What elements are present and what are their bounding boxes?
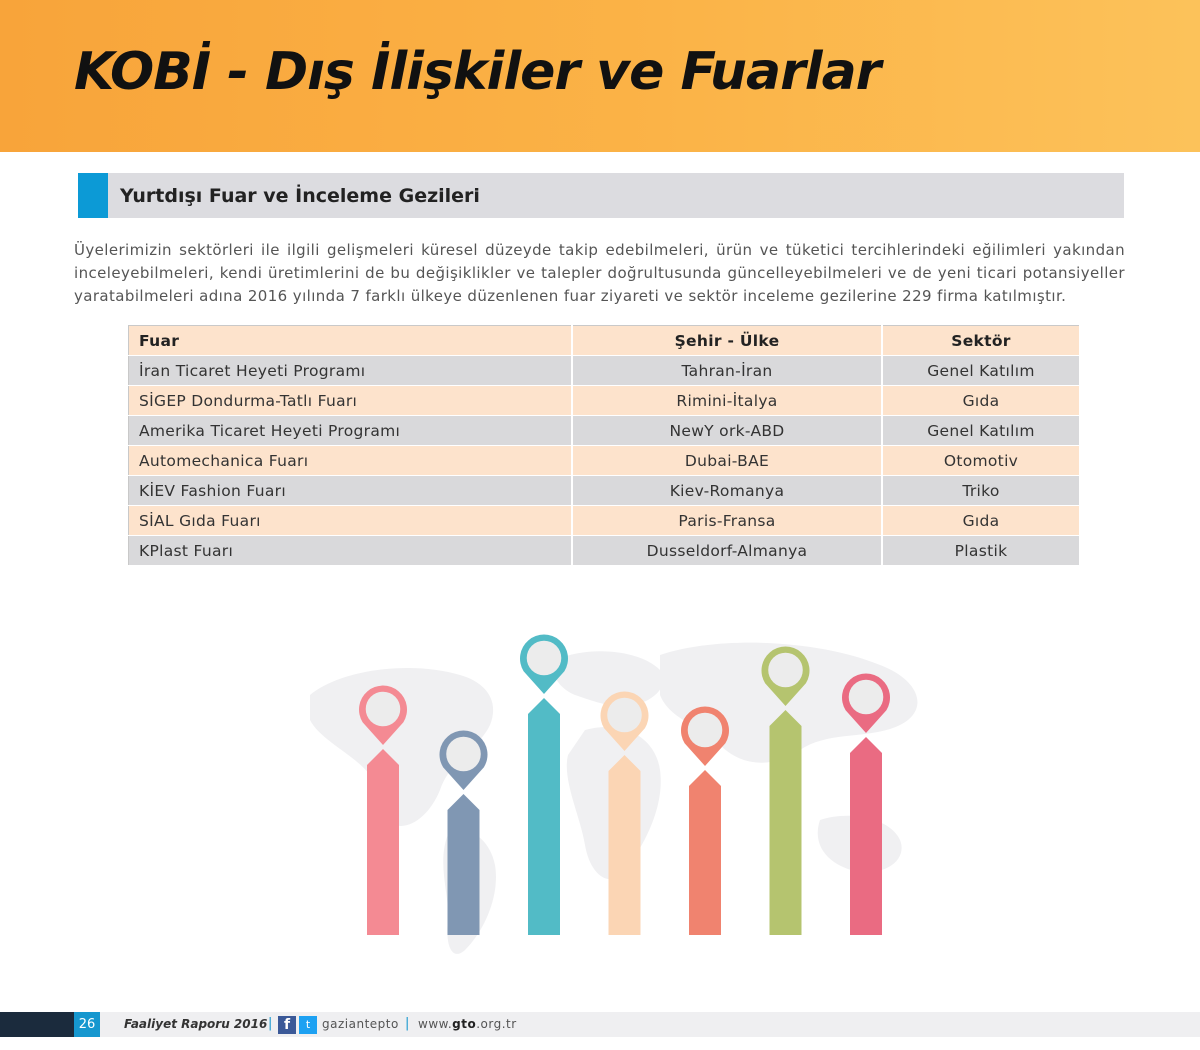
city-country-cell: NewY ork-ABD [572, 415, 883, 446]
sector-cell: Genel Katılım [882, 355, 1081, 386]
table-row: Amerika Ticaret Heyeti Programı NewY ork… [128, 415, 1081, 446]
sector-cell: Genel Katılım [882, 415, 1081, 446]
city-country-cell: Paris-Fransa [572, 505, 883, 536]
social-handle[interactable]: gaziantepto [322, 1017, 399, 1031]
pin-bar [447, 794, 480, 935]
fair-cell: İran Ticaret Heyeti Programı [128, 355, 573, 386]
pin-bar [608, 755, 641, 935]
twitter-icon[interactable]: t [299, 1016, 317, 1034]
fair-cell: Amerika Ticaret Heyeti Programı [128, 415, 573, 446]
fair-cell: KPlast Fuarı [128, 535, 573, 566]
sector-cell: Gıda [882, 505, 1081, 536]
column-header-sector: Sektör [882, 325, 1081, 356]
pin-inner-circle [526, 640, 562, 676]
footer-separator: | [405, 1016, 410, 1031]
fair-cell: SİGEP Dondurma-Tatlı Fuarı [128, 385, 573, 416]
page-number: 26 [74, 1012, 100, 1037]
map-pin-bar [681, 706, 729, 935]
pin-inner-circle [768, 652, 803, 688]
section-heading-bar: Yurtdışı Fuar ve İnceleme Gezileri [78, 173, 1124, 218]
page-header: KOBİ - Dış İlişkiler ve Fuarlar [0, 0, 1200, 152]
map-pins-infographic [310, 634, 918, 954]
table-row: KİEV Fashion Fuarı Kiev-Romanya Triko [128, 475, 1081, 506]
pin-inner-circle [607, 697, 642, 733]
footer-report-title: Faaliyet Raporu 2016 [124, 1017, 268, 1031]
table-row: İran Ticaret Heyeti Programı Tahran-İran… [128, 355, 1081, 386]
city-country-cell: Tahran-İran [572, 355, 883, 386]
pin-inner-circle [687, 712, 723, 748]
fairs-table: Fuar Şehir - Ülke Sektör İran Ticaret He… [128, 325, 1081, 566]
column-header-city-country: Şehir - Ülke [572, 325, 883, 356]
fair-cell: SİAL Gıda Fuarı [128, 505, 573, 536]
pin-bar [769, 710, 802, 935]
table-header-row: Fuar Şehir - Ülke Sektör [128, 325, 1081, 356]
website-prefix: www. [418, 1017, 453, 1031]
city-country-cell: Dubai-BAE [572, 445, 883, 476]
pin-inner-circle [446, 736, 481, 772]
sector-cell: Plastik [882, 535, 1081, 566]
section-title: Yurtdışı Fuar ve İnceleme Gezileri [120, 185, 480, 207]
map-pin-bar [842, 673, 890, 935]
table-row: Automechanica Fuarı Dubai-BAE Otomotiv [128, 445, 1081, 476]
city-country-cell: Dusseldorf-Almanya [572, 535, 883, 566]
page-title: KOBİ - Dış İlişkiler ve Fuarlar [74, 42, 881, 102]
facebook-icon[interactable]: f [278, 1016, 296, 1034]
footer-dark-band [0, 1012, 74, 1037]
pin-bar [689, 770, 721, 935]
map-pin-bar [600, 691, 649, 935]
fair-cell: KİEV Fashion Fuarı [128, 475, 573, 506]
sector-cell: Otomotiv [882, 445, 1081, 476]
section-accent [78, 173, 108, 218]
sector-cell: Gıda [882, 385, 1081, 416]
intro-paragraph: Üyelerimizin sektörleri ile ilgili geliş… [74, 241, 1125, 305]
pin-bar [850, 737, 882, 935]
city-country-cell: Kiev-Romanya [572, 475, 883, 506]
column-header-fair: Fuar [128, 325, 573, 356]
website-domain: gto [452, 1017, 477, 1031]
map-pin-bar [761, 646, 810, 935]
website-link[interactable]: www.gto.org.tr [418, 1017, 517, 1031]
table-row: KPlast Fuarı Dusseldorf-Almanya Plastik [128, 535, 1081, 566]
pin-bar [367, 749, 399, 935]
sector-cell: Triko [882, 475, 1081, 506]
page-footer: 26 Faaliyet Raporu 2016 | f t gaziantept… [0, 1012, 1200, 1037]
table-row: SİGEP Dondurma-Tatlı Fuarı Rimini-İtalya… [128, 385, 1081, 416]
city-country-cell: Rimini-İtalya [572, 385, 883, 416]
website-suffix: .org.tr [476, 1017, 517, 1031]
pin-bar [528, 698, 560, 935]
map-pin-bar [520, 634, 568, 935]
map-pin-bar [359, 685, 407, 935]
footer-separator: | [268, 1016, 273, 1031]
pin-inner-circle [848, 679, 884, 715]
pin-inner-circle [365, 691, 401, 727]
table-row: SİAL Gıda Fuarı Paris-Fransa Gıda [128, 505, 1081, 536]
map-pin-bar [439, 730, 488, 935]
fair-cell: Automechanica Fuarı [128, 445, 573, 476]
